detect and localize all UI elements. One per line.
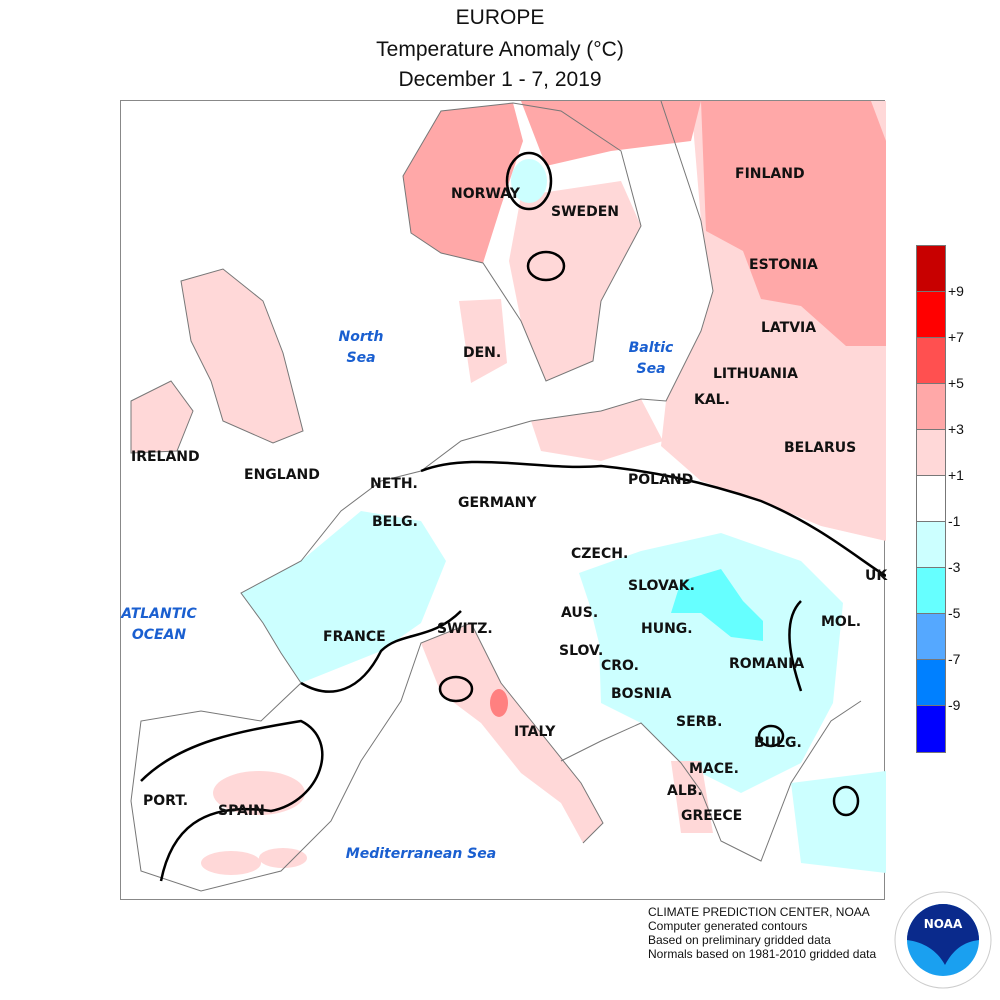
label-estonia: ESTONIA bbox=[749, 257, 818, 273]
legend-bin bbox=[917, 246, 945, 292]
label-belgium: BELG. bbox=[372, 514, 418, 530]
credits: CLIMATE PREDICTION CENTER, NOAA Computer… bbox=[648, 905, 876, 961]
legend-tick: -3 bbox=[948, 559, 961, 575]
label-portugal: PORT. bbox=[143, 793, 189, 809]
label-albania: ALB. bbox=[667, 783, 703, 799]
label-czechia: CZECH. bbox=[571, 546, 629, 562]
legend-tick: +1 bbox=[948, 467, 964, 483]
label-north-sea: North Sea bbox=[338, 329, 384, 366]
label-bosnia: BOSNIA bbox=[611, 686, 672, 702]
legend-tick: -5 bbox=[948, 605, 961, 621]
legend-bin bbox=[917, 614, 945, 660]
label-norway: NORWAY bbox=[451, 186, 520, 202]
anomaly-area-hungary-cold bbox=[671, 569, 763, 641]
noaa-logo: NOAA bbox=[894, 891, 992, 989]
label-switzerland: SWITZ. bbox=[437, 621, 493, 637]
anomaly-area-greece-turkey bbox=[791, 771, 886, 873]
anomaly-area-poland-coast bbox=[531, 399, 663, 461]
anomaly-area-uk bbox=[181, 269, 303, 443]
anomaly-area-italy-warm bbox=[490, 689, 508, 717]
anomaly-area-italy bbox=[421, 623, 603, 843]
anomaly-area-ireland bbox=[131, 381, 193, 453]
legend-bin bbox=[917, 384, 945, 430]
label-austria: AUS. bbox=[561, 605, 599, 621]
label-ukraine: UK bbox=[865, 568, 888, 584]
legend-bin bbox=[917, 292, 945, 338]
legend-bin bbox=[917, 476, 945, 522]
anomaly-area-norway-cold bbox=[511, 159, 547, 203]
label-lithuania: LITHUANIA bbox=[713, 366, 798, 382]
label-moldova: MOL. bbox=[821, 614, 862, 630]
label-romania: ROMANIA bbox=[729, 656, 805, 672]
label-italy: ITALY bbox=[514, 724, 556, 740]
label-germany: GERMANY bbox=[458, 495, 537, 511]
anomaly-map: NORWAY SWEDEN FINLAND ESTONIA LATVIA LIT… bbox=[120, 100, 888, 900]
label-hungary: HUNG. bbox=[641, 621, 693, 637]
label-ireland: IRELAND bbox=[131, 449, 200, 465]
label-kaliningrad: KAL. bbox=[694, 392, 730, 408]
legend-tick: +5 bbox=[948, 375, 964, 391]
label-sweden: SWEDEN bbox=[551, 204, 619, 220]
label-denmark: DEN. bbox=[463, 345, 502, 361]
label-bulgaria: BULG. bbox=[754, 735, 802, 751]
map-date-range: December 1 - 7, 2019 bbox=[398, 68, 602, 91]
anomaly-area-norway bbox=[403, 103, 523, 263]
label-netherlands: NETH. bbox=[370, 476, 418, 492]
label-belarus: BELARUS bbox=[784, 440, 857, 456]
label-mediterranean-sea: Mediterranean Sea bbox=[345, 846, 497, 862]
legend-bin bbox=[917, 660, 945, 706]
anomaly-area-france bbox=[241, 511, 446, 683]
label-greece: GREECE bbox=[681, 808, 743, 824]
zero-contours bbox=[140, 151, 887, 882]
label-croatia: CRO. bbox=[601, 658, 639, 674]
legend-tick: -9 bbox=[948, 697, 961, 713]
svg-text:NOAA: NOAA bbox=[924, 917, 963, 931]
credits-line: CLIMATE PREDICTION CENTER, NOAA bbox=[648, 905, 870, 919]
anomaly-area-albania bbox=[671, 761, 713, 833]
label-england: ENGLAND bbox=[244, 467, 320, 483]
legend-tick: -1 bbox=[948, 513, 961, 529]
legend-tick: +3 bbox=[948, 421, 964, 437]
anomaly-area-denmark bbox=[459, 299, 507, 383]
legend-bin bbox=[917, 430, 945, 476]
label-france: FRANCE bbox=[323, 629, 386, 645]
label-slovakia: SLOVAK. bbox=[628, 578, 695, 594]
map-subtitle: Temperature Anomaly (°C) bbox=[376, 38, 624, 61]
map-title: EUROPE bbox=[455, 6, 545, 29]
label-serbia: SERB. bbox=[676, 714, 723, 730]
credits-line: Based on preliminary gridded data bbox=[648, 933, 831, 947]
legend-tick: +7 bbox=[948, 329, 964, 345]
label-macedonia: MACE. bbox=[689, 761, 739, 777]
map-shading bbox=[130, 100, 887, 892]
label-finland: FINLAND bbox=[735, 166, 805, 182]
credits-line: Computer generated contours bbox=[648, 919, 808, 933]
color-legend bbox=[916, 245, 946, 753]
legend-bin bbox=[917, 338, 945, 384]
anomaly-area-sweden-north bbox=[521, 101, 701, 166]
legend-bin bbox=[917, 706, 945, 752]
label-atlantic-ocean: ATLANTIC OCEAN bbox=[121, 606, 197, 643]
legend-bin bbox=[917, 522, 945, 568]
legend-bin bbox=[917, 568, 945, 614]
anomaly-area-sweden bbox=[509, 181, 641, 381]
anomaly-area-spain-se bbox=[259, 848, 307, 868]
coastlines bbox=[130, 100, 862, 892]
label-spain: SPAIN bbox=[218, 803, 265, 819]
label-baltic-sea: Baltic Sea bbox=[628, 340, 674, 377]
legend-tick: -7 bbox=[948, 651, 961, 667]
label-latvia: LATVIA bbox=[761, 320, 817, 336]
label-slovenia: SLOV. bbox=[559, 643, 604, 659]
credits-line: Normals based on 1981-2010 gridded data bbox=[648, 947, 877, 961]
label-poland: POLAND bbox=[628, 472, 694, 488]
anomaly-area-finland-warm bbox=[701, 101, 886, 346]
legend-tick: +9 bbox=[948, 283, 964, 299]
anomaly-area-spain bbox=[213, 771, 305, 815]
anomaly-area-spain-south bbox=[201, 851, 261, 875]
